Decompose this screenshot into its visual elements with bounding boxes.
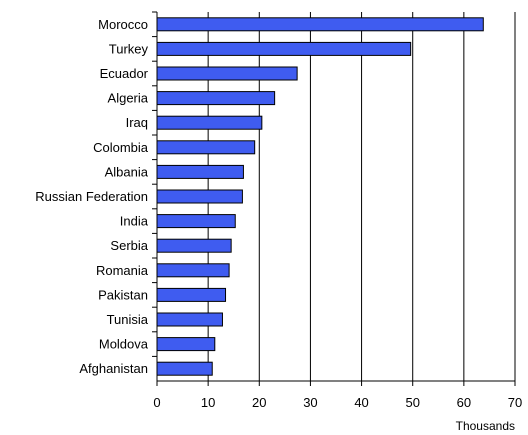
bar — [156, 337, 216, 352]
category-label: Pakistan — [98, 287, 148, 302]
category-label: Algeria — [108, 91, 149, 106]
category-label: Ecuador — [100, 66, 149, 81]
bar — [156, 140, 256, 155]
bar — [156, 41, 412, 56]
x-tick-label: 50 — [405, 395, 419, 410]
bar — [156, 287, 227, 302]
bar — [156, 164, 244, 179]
category-label: Turkey — [109, 41, 149, 56]
x-axis: 0 10 20 30 40 50 60 70 — [153, 12, 522, 410]
category-label: Romania — [96, 263, 149, 278]
bar — [156, 17, 484, 32]
bar — [156, 312, 223, 327]
x-tick-label: 40 — [354, 395, 368, 410]
category-label: Iraq — [126, 115, 148, 130]
x-tick-label: 70 — [508, 395, 522, 410]
category-label: Albania — [105, 164, 149, 179]
bars — [156, 17, 484, 376]
category-label: Russian Federation — [35, 189, 148, 204]
category-label: India — [120, 214, 149, 229]
bar — [156, 91, 276, 106]
x-tick-label: 10 — [201, 395, 215, 410]
x-tick-label: 0 — [153, 395, 160, 410]
bar — [156, 263, 230, 278]
bar — [156, 66, 298, 81]
x-tick-label: 20 — [252, 395, 266, 410]
x-tick-label: 60 — [457, 395, 471, 410]
category-label: Colombia — [93, 140, 149, 155]
bar — [156, 214, 236, 229]
category-label: Tunisia — [107, 312, 149, 327]
bar — [156, 189, 243, 204]
bar — [156, 361, 213, 376]
x-tick-label: 30 — [303, 395, 317, 410]
bar — [156, 115, 263, 130]
bar — [156, 238, 232, 253]
category-label: Morocco — [98, 17, 148, 32]
category-label: Afghanistan — [79, 361, 148, 376]
category-labels: Morocco Turkey Ecuador Algeria Iraq Colombia A… — [35, 11, 157, 376]
x-axis-title: Thousands — [456, 419, 515, 433]
category-label: Serbia — [110, 238, 148, 253]
category-label: Moldova — [99, 337, 149, 352]
